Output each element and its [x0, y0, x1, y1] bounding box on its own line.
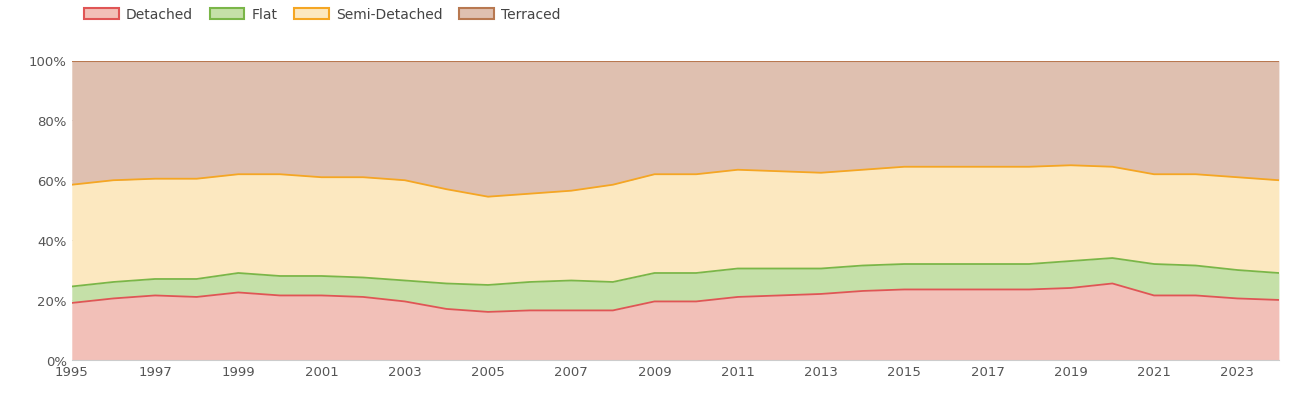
Legend: Detached, Flat, Semi-Detached, Terraced: Detached, Flat, Semi-Detached, Terraced [78, 2, 566, 28]
